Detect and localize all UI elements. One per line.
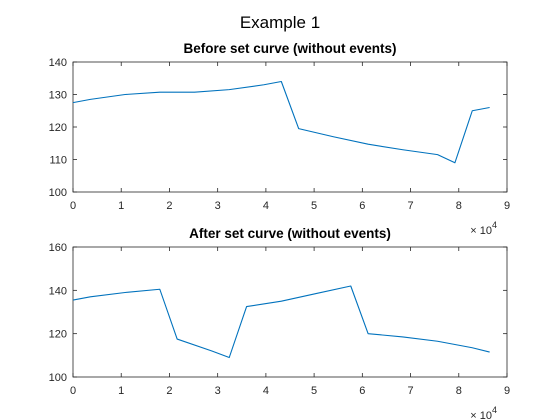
x-exponent-power: 4: [492, 405, 497, 415]
axes-after: After set curve (without events) 0 1 2 3 4 5 6 7…: [49, 226, 510, 420]
y-tick-label: 160: [49, 242, 67, 254]
y-tick-label: 140: [49, 57, 67, 69]
x-tick-label: 7: [407, 200, 413, 212]
x-tick-label: 8: [456, 200, 462, 212]
axes-before: Before set curve (without events) 0 1 2 3 4 5 6…: [49, 41, 510, 237]
x-tick-label: 3: [215, 200, 221, 212]
y-tick-label: 130: [49, 90, 67, 102]
x-tick-label: 2: [166, 200, 172, 212]
x-tick-label: 9: [504, 385, 510, 397]
x-tick-label: 5: [311, 200, 317, 212]
plot-area: [73, 247, 507, 377]
x-tick-label: 1: [118, 200, 124, 212]
x-tick-label: 0: [70, 200, 76, 212]
y-tick-label: 100: [49, 372, 67, 384]
x-tick-label: 1: [118, 385, 124, 397]
x-exponent-base: × 10: [470, 225, 492, 237]
x-tick-label: 5: [311, 385, 317, 397]
x-tick-label: 4: [263, 200, 269, 212]
x-exponent-label: × 104: [470, 405, 497, 420]
x-exponent-base: × 10: [470, 410, 492, 420]
plot-area: [73, 62, 507, 192]
y-tick-label: 120: [49, 329, 67, 341]
x-tick-label: 7: [407, 385, 413, 397]
x-tick-label: 0: [70, 385, 76, 397]
x-tick-label: 4: [263, 385, 269, 397]
x-tick-label: 6: [359, 385, 365, 397]
x-tick-label: 8: [456, 385, 462, 397]
y-tick-label: 120: [49, 122, 67, 134]
x-tick-label: 2: [166, 385, 172, 397]
x-tick-label: 6: [359, 200, 365, 212]
y-tick-label: 140: [49, 285, 67, 297]
x-exponent-power: 4: [492, 220, 497, 230]
x-tick-label: 3: [215, 385, 221, 397]
x-tick-label: 9: [504, 200, 510, 212]
axes-title: Before set curve (without events): [183, 41, 396, 56]
axes-title: After set curve (without events): [189, 226, 391, 241]
x-exponent-label: × 104: [470, 220, 497, 237]
y-tick-label: 100: [49, 187, 67, 199]
y-tick-label: 110: [49, 155, 67, 167]
figure-title: Example 1: [240, 13, 320, 32]
